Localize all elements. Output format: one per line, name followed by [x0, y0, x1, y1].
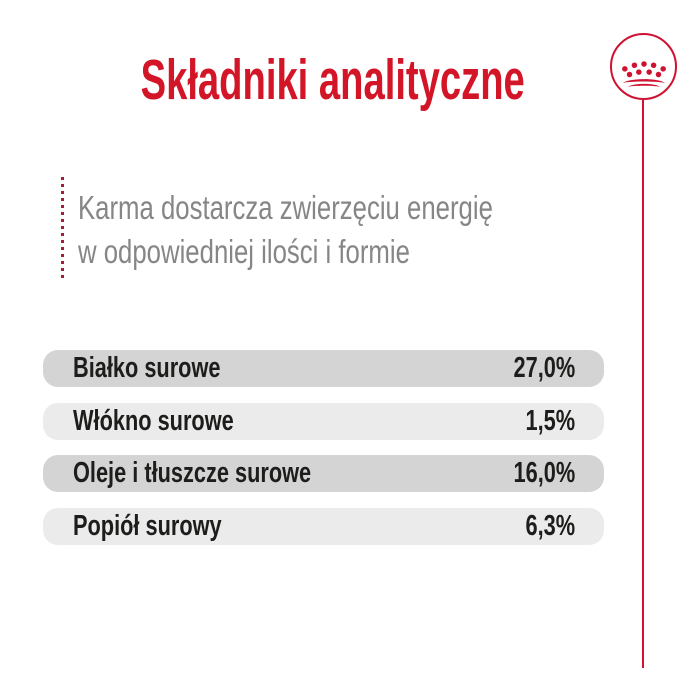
nutrient-table: Białko surowe 27,0% Włókno surowe 1,5% O…	[43, 350, 604, 560]
nutrient-row-protein: Białko surowe 27,0%	[43, 350, 604, 387]
nutrient-row-ash: Popiół surowy 6,3%	[43, 507, 604, 545]
accent-rail	[642, 100, 644, 668]
nutrient-row-fat: Oleje i tłuszcze surowe 16,0%	[43, 455, 604, 492]
crown-icon	[621, 61, 666, 87]
nutrient-value: 6,3%	[525, 509, 575, 542]
brand-logo-circle	[610, 33, 677, 100]
page-title-text: Składniki analityczne	[140, 48, 526, 112]
nutrient-value: 27,0%	[513, 352, 575, 384]
nutrient-label: Włókno surowe	[73, 404, 234, 437]
lead-text: Karma dostarcza zwierzęciu energię w odp…	[78, 186, 610, 274]
page-title: Składniki analityczne	[0, 52, 666, 109]
nutrient-value: 16,0%	[513, 457, 575, 489]
nutrient-label: Oleje i tłuszcze surowe	[73, 457, 312, 489]
nutrient-value: 1,5%	[525, 404, 575, 437]
nutrient-label: Białko surowe	[73, 352, 221, 384]
dotted-accent-line	[61, 177, 64, 278]
lead-text-line-2: w odpowiedniej ilości i formie	[78, 233, 410, 270]
nutrient-row-fibre: Włókno surowe 1,5%	[43, 402, 604, 440]
lead-text-line-1: Karma dostarcza zwierzęciu energię	[78, 189, 493, 226]
nutrient-label: Popiół surowy	[73, 509, 222, 542]
